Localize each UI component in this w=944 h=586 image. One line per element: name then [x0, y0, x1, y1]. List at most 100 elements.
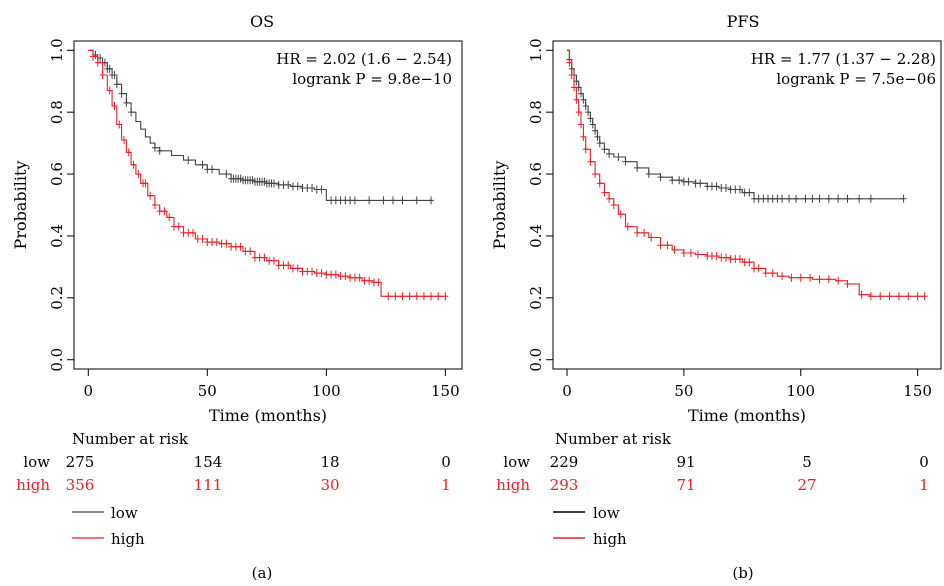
x-tick-label: 150: [903, 382, 932, 400]
risk-row-high-label: high: [496, 476, 530, 494]
censor-mark-low: [900, 194, 907, 203]
censor-mark-high: [151, 201, 158, 209]
y-tick-label: 0.2: [48, 286, 66, 310]
censor-mark-high: [573, 95, 580, 104]
legend-label-low: low: [111, 504, 138, 522]
censor-mark-high: [575, 108, 582, 117]
x-axis-ticks: 0 50 100 150: [562, 369, 932, 400]
censor-mark-high: [261, 253, 268, 262]
censor-mark-high: [788, 273, 795, 282]
censor-mark-high: [120, 136, 127, 145]
censor-mark-high: [285, 261, 292, 270]
censor-mark-low: [867, 194, 874, 203]
censor-mark-low: [685, 177, 692, 186]
censor-mark-high: [568, 71, 575, 80]
censor-mark-high: [671, 245, 678, 254]
plot-frame: [73, 40, 463, 370]
logrank-p-annotation: logrank P = 7.5e−06: [776, 70, 936, 88]
x-tick-label: 150: [431, 382, 460, 400]
risk-count-low: 5: [802, 453, 812, 471]
risk-count-low: 229: [550, 453, 579, 471]
censor-mark-low: [578, 89, 585, 98]
chart-title: OS: [250, 12, 274, 31]
censor-mark-high: [687, 248, 694, 257]
censor-mark-high: [624, 222, 631, 231]
hazard-ratio-annotation: HR = 2.02 (1.6 − 2.54): [276, 50, 452, 68]
censor-mark-high: [125, 148, 132, 157]
survival-curves: [88, 49, 449, 301]
censor-mark-high: [797, 273, 804, 282]
risk-table-title: Number at risk: [72, 430, 189, 448]
y-axis-label: Probability: [490, 161, 509, 250]
censor-mark-high: [270, 256, 277, 265]
y-tick-label: 0.6: [48, 162, 66, 186]
censor-mark-low: [156, 146, 163, 155]
censor-mark-low: [802, 194, 809, 203]
censor-mark-high: [844, 279, 851, 288]
x-tick-label: 100: [786, 382, 815, 400]
censor-mark-high: [366, 276, 373, 285]
censor-mark-high: [601, 188, 608, 197]
censor-mark-low: [585, 108, 592, 117]
censor-mark-high: [617, 210, 624, 219]
censor-mark-low: [209, 165, 216, 174]
censor-mark-high: [580, 132, 587, 141]
censor-mark-high: [807, 273, 814, 282]
y-tick-label: 0.6: [527, 162, 545, 186]
censor-mark-low: [587, 114, 594, 123]
censor-mark-low: [123, 98, 130, 107]
censor-mark-low: [389, 196, 396, 205]
legend-label-high: high: [111, 530, 145, 548]
censor-mark-high: [385, 292, 392, 301]
censor-mark-low: [825, 194, 832, 203]
y-tick-label: 0.0: [527, 348, 545, 372]
censor-mark-low: [622, 157, 629, 166]
censor-mark-low: [199, 160, 206, 169]
risk-table-title: Number at risk: [555, 430, 672, 448]
censor-mark-high: [571, 83, 578, 92]
risk-count-low: 18: [320, 453, 339, 471]
risk-table-counts: 229 91 5 0 293 71 27 1: [550, 453, 929, 494]
censor-mark-high: [634, 228, 641, 237]
censor-mark-high: [99, 71, 106, 80]
y-tick-label: 0.8: [527, 100, 545, 124]
censor-mark-low: [351, 196, 358, 205]
censor-mark-high: [736, 255, 743, 264]
censor-mark-high: [135, 170, 142, 179]
censor-mark-low: [615, 153, 622, 162]
risk-count-high: 293: [550, 476, 579, 494]
censor-mark-high: [578, 120, 585, 129]
censor-mark-high: [199, 235, 206, 244]
censor-mark-low: [594, 132, 601, 141]
risk-count-high: 111: [194, 476, 223, 494]
x-tick-label: 50: [674, 382, 693, 400]
censor-mark-high: [190, 228, 197, 237]
risk-count-high: 356: [66, 476, 95, 494]
censor-mark-low: [606, 149, 613, 158]
censor-mark-high: [825, 275, 832, 284]
censor-mark-low: [270, 179, 277, 188]
panel-pfs: PFS HR = 1.77 (1.37 − 2.28) logrank P = …: [490, 12, 942, 582]
censor-mark-high: [166, 213, 173, 222]
censor-mark-high: [294, 264, 301, 273]
censor-mark-low: [713, 182, 720, 191]
risk-count-low: 0: [919, 453, 929, 471]
censor-mark-high: [596, 179, 603, 188]
censor-mark-high: [94, 58, 101, 67]
censor-mark-high: [223, 239, 230, 248]
risk-count-low: 154: [194, 453, 223, 471]
censor-mark-high: [886, 292, 893, 301]
censor-mark-low: [596, 139, 603, 148]
censor-mark-high: [566, 58, 573, 67]
risk-row-low-label: low: [503, 453, 530, 471]
plot-frame: [552, 40, 942, 370]
censor-mark-low: [580, 95, 587, 104]
censor-mark-high: [867, 292, 874, 301]
censor-mark-low: [645, 170, 652, 179]
censor-mark-high: [375, 278, 382, 287]
censor-mark-low: [601, 145, 608, 154]
censor-mark-low: [128, 108, 135, 117]
censor-mark-high: [309, 267, 316, 276]
censor-mark-high: [762, 269, 769, 278]
censor-mark-low: [309, 183, 316, 192]
